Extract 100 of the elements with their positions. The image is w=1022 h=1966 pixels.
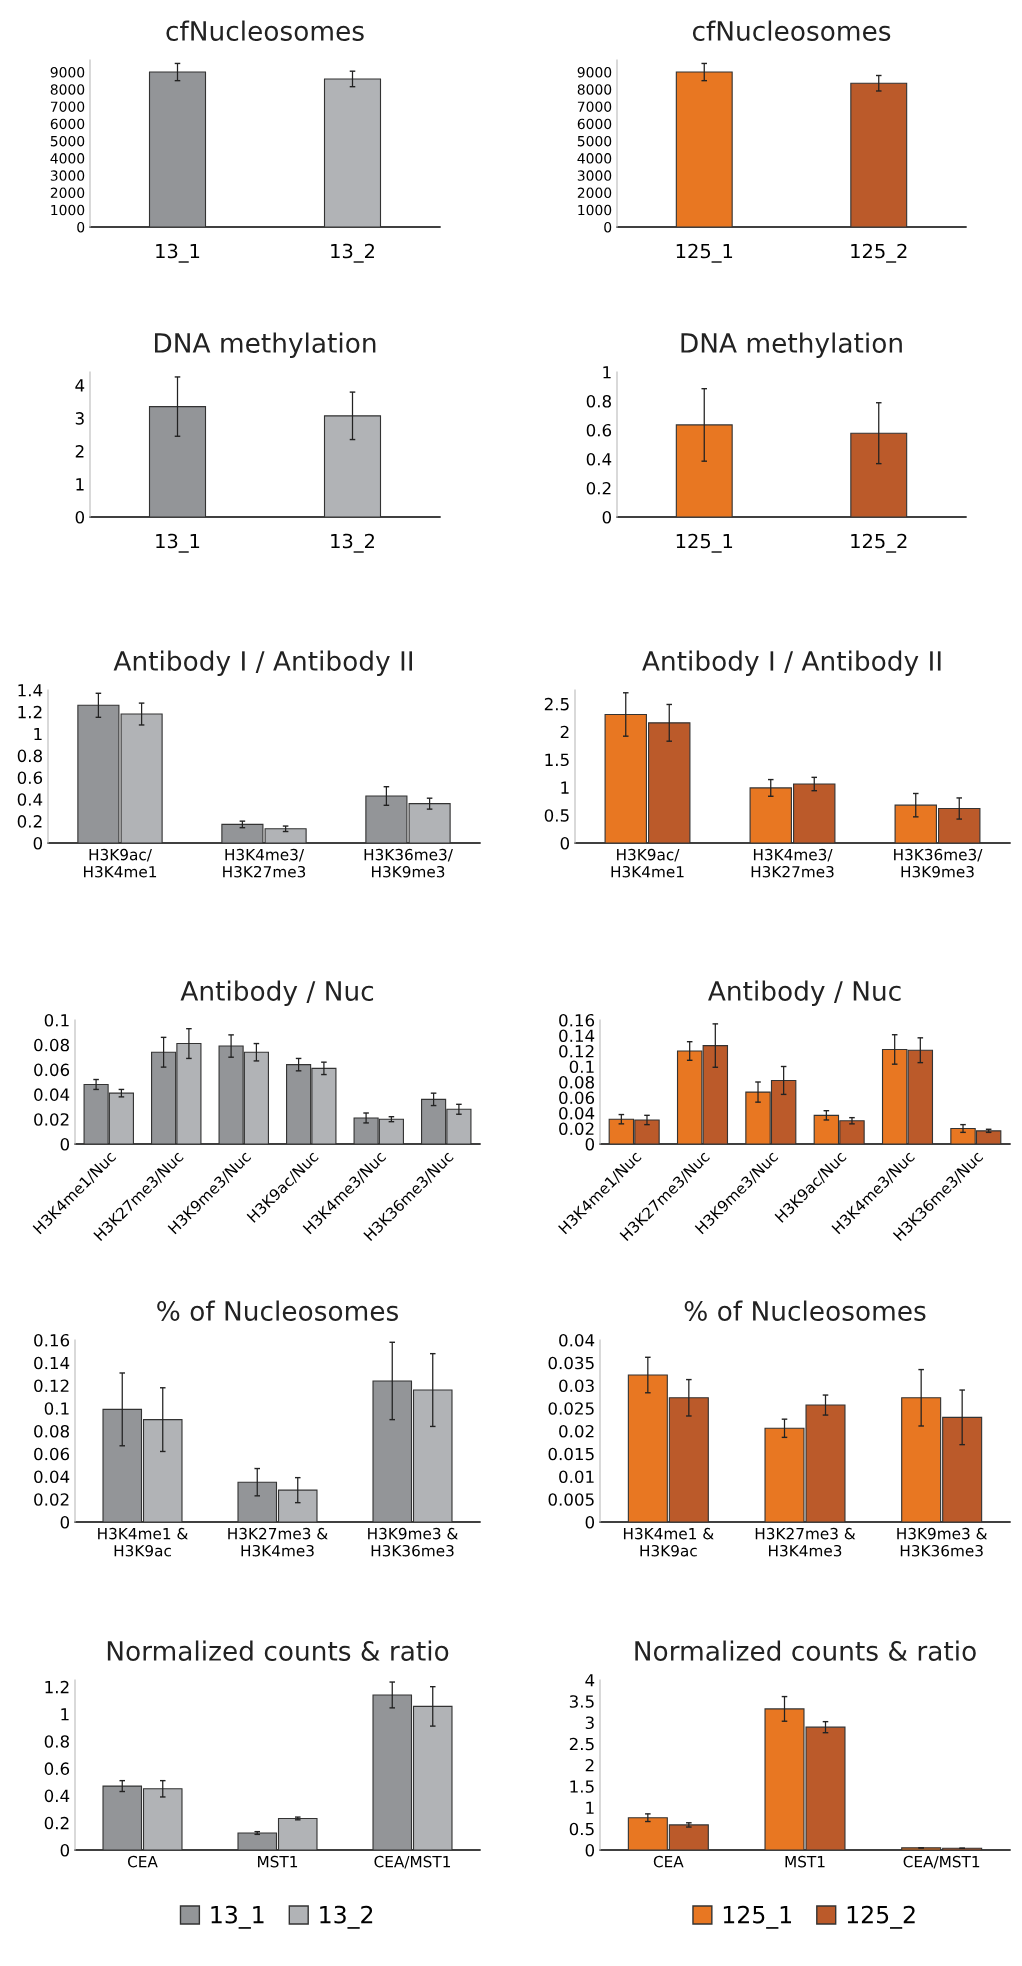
y-tick-label: 0.4 <box>44 1789 70 1803</box>
y-tick-label: 3.5 <box>569 1695 594 1708</box>
x-tick-label: H3K9ac/ H3K4me1 <box>611 848 684 878</box>
x-tick-label: 13_1 <box>156 243 200 263</box>
y-tick-label: 2000 <box>50 187 85 199</box>
chart-title: DNA methylation <box>155 332 376 359</box>
y-tick-label: 1000 <box>578 204 612 216</box>
y-tick-label: 0.035 <box>548 1356 594 1370</box>
y-tick-label: 0.14 <box>34 1356 70 1370</box>
y-tick-label: 0 <box>77 221 85 233</box>
y-tick-label: 0.5 <box>544 809 569 822</box>
y-tick-label: 6000 <box>577 118 612 130</box>
y-tick-label: 3000 <box>577 170 612 181</box>
x-tick-label: CEA <box>653 1855 684 1868</box>
x-tick-label: 125_2 <box>851 243 907 263</box>
x-tick-label: H3K9ac/ H3K4me1 <box>84 848 157 878</box>
y-tick-label: 8000 <box>50 84 85 95</box>
chart-title: % of Nucleosomes <box>157 1300 398 1321</box>
y-tick-label: 0.02 <box>34 1493 69 1506</box>
y-tick-label: 0.5 <box>569 1822 594 1836</box>
y-tick-label: 0.4 <box>17 793 43 806</box>
y-tick-label: 0.8 <box>44 1735 69 1748</box>
x-tick-label: 13_1 <box>156 533 200 553</box>
y-tick-label: 0.2 <box>17 815 42 828</box>
y-tick-label: 5000 <box>50 135 85 147</box>
chart-title: Antibody / Nuc <box>180 980 374 1007</box>
y-tick-label: 1000 <box>51 204 85 216</box>
y-tick-label: 3 <box>75 412 84 425</box>
y-tick-label: 2.5 <box>544 697 569 711</box>
y-tick-label: 0.8 <box>586 394 611 408</box>
legend-label: 13_2 <box>320 1905 373 1929</box>
x-tick-label: H3K36me3/ H3K9me3 <box>894 848 983 878</box>
y-tick-label: 0.02 <box>559 1424 594 1438</box>
y-tick-label: 9000 <box>50 67 85 78</box>
x-tick-label: H3K9me3 & H3K36me3 <box>897 1527 988 1557</box>
y-tick-label: 0.03 <box>559 1379 594 1393</box>
y-tick-label: 0 <box>602 510 612 524</box>
y-tick-label: 0.16 <box>559 1013 595 1027</box>
y-tick-label: 2000 <box>577 187 612 199</box>
y-tick-label: 1.2 <box>45 1680 69 1694</box>
y-tick-label: 0.6 <box>44 1762 70 1775</box>
y-tick-label: 0.08 <box>34 1038 69 1052</box>
y-tick-label: 2.5 <box>569 1737 594 1751</box>
y-tick-label: 7000 <box>577 101 612 112</box>
y-tick-label: 6000 <box>50 118 85 130</box>
x-tick-label: 13_2 <box>331 533 374 553</box>
x-tick-label: H3K4me3/ H3K27me3 <box>751 848 834 878</box>
x-tick-label: H3K36me3/ H3K9me3 <box>364 848 453 878</box>
y-tick-label: 0.08 <box>34 1424 69 1438</box>
chart-title: DNA methylation <box>681 332 902 359</box>
y-tick-label: 0.04 <box>559 1106 595 1120</box>
x-tick-label: 13_2 <box>331 243 374 263</box>
y-tick-label: 1.5 <box>545 753 569 767</box>
y-tick-label: 4000 <box>577 153 612 164</box>
y-tick-label: 1 <box>61 1708 69 1721</box>
y-tick-label: 0 <box>585 1137 595 1151</box>
x-tick-label: CEA/MST1 <box>903 1855 980 1869</box>
y-tick-label: 0 <box>60 1843 70 1857</box>
chart-title: Antibody / Nuc <box>708 980 901 1007</box>
y-tick-label: 4 <box>585 1674 595 1687</box>
y-tick-label: 0.12 <box>559 1044 594 1058</box>
y-tick-label: 2 <box>560 725 569 739</box>
chart-title: % of Nucleosomes <box>684 1300 926 1321</box>
y-tick-label: 0.8 <box>17 749 42 763</box>
y-tick-label: 0 <box>60 1137 70 1151</box>
legend-label: 125_2 <box>847 1905 915 1929</box>
y-tick-label: 0.4 <box>586 452 612 466</box>
chart-title: Antibody I / Antibody II <box>113 650 413 677</box>
x-tick-label: H3K4me1 & H3K9ac <box>98 1527 188 1557</box>
y-tick-label: 0.6 <box>586 423 612 437</box>
y-tick-label: 0.14 <box>559 1029 595 1043</box>
y-tick-label: 0.04 <box>34 1088 70 1101</box>
y-tick-label: 0.04 <box>34 1470 70 1484</box>
y-tick-label: 0.04 <box>559 1333 595 1347</box>
y-tick-label: 1 <box>34 727 42 741</box>
y-tick-label: 0.2 <box>44 1816 69 1830</box>
x-tick-label: H3K9me3 & H3K36me3 <box>368 1527 458 1557</box>
chart-title: cfNucleosomes <box>166 20 364 41</box>
y-tick-label: 0 <box>60 1515 70 1529</box>
y-tick-label: 0.1 <box>44 1013 69 1027</box>
y-tick-label: 4 <box>75 379 85 392</box>
x-tick-label: H3K27me3 & H3K4me3 <box>755 1527 856 1557</box>
y-tick-label: 1 <box>561 781 569 794</box>
x-tick-label: 125_1 <box>676 533 733 553</box>
y-tick-label: 3 <box>585 1716 594 1730</box>
y-tick-label: 0.1 <box>44 1402 69 1415</box>
chart-title: Normalized counts & ratio <box>635 1640 976 1661</box>
x-tick-label: MST1 <box>785 1855 825 1868</box>
y-tick-label: 0.06 <box>34 1063 70 1077</box>
y-tick-label: 0.6 <box>17 771 43 784</box>
x-tick-label: H3K4me1 & H3K9ac <box>623 1527 714 1557</box>
y-tick-label: 0.2 <box>586 481 611 495</box>
y-tick-label: 0.025 <box>548 1402 594 1415</box>
y-tick-label: 4000 <box>50 153 85 164</box>
y-tick-label: 0 <box>560 836 570 850</box>
y-tick-label: 0 <box>604 221 612 233</box>
y-tick-label: 1.5 <box>570 1780 594 1793</box>
y-tick-label: 0 <box>75 510 85 524</box>
chart-title: cfNucleosomes <box>692 20 891 41</box>
y-tick-label: 0.01 <box>559 1470 594 1484</box>
